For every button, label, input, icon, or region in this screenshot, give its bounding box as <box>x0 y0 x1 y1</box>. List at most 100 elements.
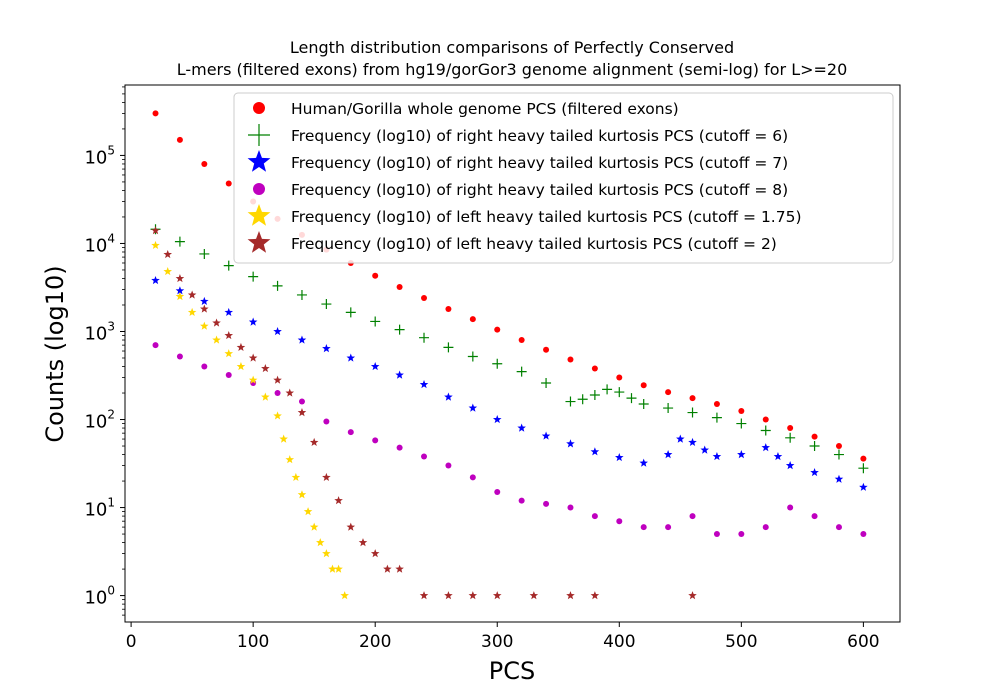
y-tick-label: 103 <box>84 319 115 344</box>
y-tick-label: 104 <box>84 231 115 256</box>
data-point <box>762 524 769 531</box>
data-point <box>225 372 232 379</box>
x-axis: 0 100 200 300 400 500 600 <box>126 622 880 652</box>
data-point <box>566 439 575 448</box>
data-point <box>773 452 783 461</box>
data-point <box>676 434 685 443</box>
data-point <box>665 389 672 396</box>
data-point <box>469 316 476 323</box>
data-point <box>543 500 550 507</box>
data-point <box>689 395 696 402</box>
data-point <box>860 455 867 462</box>
data-point <box>419 332 430 343</box>
data-point <box>615 453 624 462</box>
data-point <box>175 291 185 301</box>
data-point <box>163 267 172 276</box>
data-point <box>688 437 697 447</box>
data-point <box>176 353 183 360</box>
data-point <box>370 316 381 327</box>
data-point <box>225 180 232 187</box>
data-point <box>396 284 403 291</box>
data-point <box>297 490 307 499</box>
data-point <box>163 249 172 259</box>
data-point <box>322 549 331 558</box>
y-axis-label: Counts (log10) <box>41 265 69 442</box>
chart-title-line-2: L-mers (filtered exons) from hg19/gorGor… <box>177 60 848 79</box>
y-tick-label: 101 <box>84 496 115 521</box>
data-point <box>445 306 452 313</box>
data-point <box>346 353 356 362</box>
data-point <box>614 387 625 398</box>
data-point <box>738 531 745 538</box>
x-tick-label: 0 <box>126 632 137 652</box>
legend-entry: Frequency (log10) of right heavy tailed … <box>291 127 788 145</box>
data-point <box>444 591 453 600</box>
data-point <box>223 260 234 271</box>
x-tick-label: 100 <box>237 632 269 652</box>
data-point <box>785 432 796 443</box>
data-point <box>700 445 709 454</box>
data-point <box>372 437 379 444</box>
data-point <box>395 370 404 379</box>
y-tick-label: 105 <box>84 143 115 168</box>
data-point <box>273 326 282 336</box>
data-point <box>590 591 600 600</box>
data-point <box>468 591 478 600</box>
data-point <box>248 271 259 282</box>
series-4 <box>152 342 867 538</box>
data-point <box>285 455 295 464</box>
data-point <box>200 321 209 330</box>
series-2 <box>150 224 869 474</box>
data-point <box>860 531 867 538</box>
data-point <box>248 375 258 384</box>
legend-entry: Frequency (log10) of left heavy tailed k… <box>291 208 802 226</box>
data-point <box>303 507 313 516</box>
data-point <box>785 461 795 470</box>
data-point <box>152 110 159 117</box>
data-point <box>200 304 209 313</box>
plot-frame <box>124 84 901 623</box>
data-point <box>272 280 283 291</box>
data-point <box>151 275 160 285</box>
legend: Human/Gorilla whole genome PCS (filtered… <box>233 92 894 264</box>
data-point <box>322 344 331 353</box>
data-point <box>334 496 343 505</box>
data-point <box>151 226 160 235</box>
data-point <box>372 272 379 279</box>
data-point <box>199 248 210 259</box>
data-point <box>297 335 307 344</box>
data-point <box>421 295 428 302</box>
data-point <box>616 374 623 381</box>
data-point <box>833 449 844 460</box>
data-point <box>713 401 720 408</box>
data-point <box>712 452 722 461</box>
data-point <box>309 522 319 531</box>
data-point <box>316 538 325 547</box>
legend-marker <box>247 150 271 172</box>
data-point <box>687 407 698 418</box>
data-point <box>834 474 844 483</box>
data-point <box>151 240 160 250</box>
data-point <box>689 513 696 520</box>
data-point <box>494 489 501 496</box>
data-point <box>175 286 185 295</box>
legend-marker <box>248 124 270 146</box>
chart-title-line-1: Length distribution comparisons of Perfe… <box>290 38 734 57</box>
data-point <box>467 351 478 362</box>
legend-marker <box>247 231 271 253</box>
data-point <box>809 441 820 452</box>
y-tick-label: 100 <box>84 584 115 609</box>
data-point <box>261 363 270 373</box>
data-point <box>346 522 356 531</box>
legend-entry: Frequency (log10) of right heavy tailed … <box>291 154 788 172</box>
data-point <box>663 450 673 459</box>
legend-entry: Human/Gorilla whole genome PCS (filtered… <box>291 100 679 118</box>
data-point <box>835 443 842 450</box>
data-point <box>738 407 745 414</box>
data-point <box>640 524 647 531</box>
data-point <box>187 307 197 316</box>
data-point <box>419 379 429 389</box>
data-point <box>518 497 525 504</box>
data-point <box>518 337 525 344</box>
